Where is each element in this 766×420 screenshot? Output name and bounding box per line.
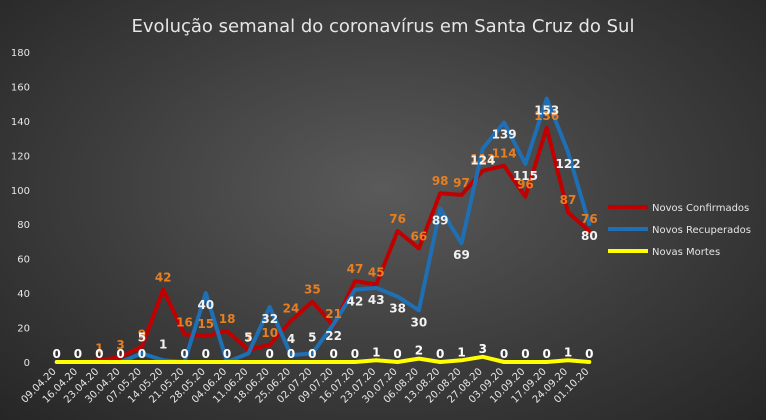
data-label: 43 bbox=[368, 293, 385, 307]
data-label: 30 bbox=[411, 315, 428, 329]
data-label: 21 bbox=[325, 307, 342, 321]
data-label: 0 bbox=[329, 347, 337, 361]
data-label: 35 bbox=[304, 283, 321, 297]
y-tick-label: 120 bbox=[11, 151, 30, 162]
series-line-2 bbox=[54, 354, 592, 364]
data-label: 2 bbox=[415, 344, 423, 358]
data-label: 111 bbox=[470, 152, 495, 166]
legend: Novos Confirmados Novos Recuperados Novas … bbox=[608, 203, 751, 258]
data-label: 0 bbox=[74, 347, 82, 361]
data-label: 66 bbox=[411, 229, 428, 243]
data-label: 3 bbox=[479, 342, 487, 356]
data-label: 0 bbox=[266, 347, 274, 361]
data-label: 80 bbox=[581, 229, 598, 243]
data-label: 0 bbox=[95, 347, 103, 361]
data-label: 32 bbox=[261, 312, 278, 326]
y-tick-label: 80 bbox=[17, 220, 30, 231]
x-axis: 09.04.2016.04.2023.04.2030.04.2007.05.20… bbox=[20, 366, 592, 405]
chart-title: Evolução semanal do coronavírus em Santa… bbox=[132, 16, 635, 37]
data-label: 1 bbox=[159, 337, 167, 351]
data-label: 18 bbox=[219, 312, 236, 326]
data-label: 47 bbox=[347, 262, 364, 276]
data-label: 0 bbox=[543, 347, 551, 361]
data-label: 1 bbox=[457, 345, 465, 359]
data-label: 3 bbox=[116, 338, 124, 352]
y-tick-label: 40 bbox=[17, 289, 30, 300]
data-label: 0 bbox=[521, 347, 529, 361]
data-label: 45 bbox=[368, 266, 385, 280]
data-label: 9 bbox=[138, 328, 146, 342]
data-label: 0 bbox=[585, 347, 593, 361]
data-label: 97 bbox=[453, 176, 470, 190]
data-label: 5 bbox=[244, 330, 252, 344]
y-tick-label: 100 bbox=[11, 186, 30, 197]
data-label: 40 bbox=[197, 298, 214, 312]
legend-label: Novos Confirmados bbox=[652, 203, 749, 214]
data-label: 0 bbox=[500, 347, 508, 361]
data-label: 89 bbox=[432, 214, 449, 228]
y-tick-label: 60 bbox=[17, 255, 30, 266]
data-label: 0 bbox=[180, 347, 188, 361]
data-label: 5 bbox=[138, 330, 146, 344]
data-label: 15 bbox=[197, 317, 214, 331]
data-label: 1 bbox=[564, 345, 572, 359]
y-tick-label: 180 bbox=[11, 48, 30, 59]
data-label: 0 bbox=[351, 347, 359, 361]
data-label: 42 bbox=[347, 295, 364, 309]
data-label: 0 bbox=[287, 347, 295, 361]
data-label: 42 bbox=[155, 271, 172, 285]
data-label: 153 bbox=[534, 104, 559, 118]
legend-label: Novos Recuperados bbox=[652, 225, 751, 236]
data-label: 76 bbox=[389, 212, 406, 226]
series-line-0 bbox=[54, 125, 592, 364]
data-label: 1 bbox=[372, 345, 380, 359]
data-label: 76 bbox=[581, 212, 598, 226]
series-lines bbox=[54, 96, 592, 364]
data-label: 136 bbox=[534, 109, 559, 123]
data-label: 0 bbox=[436, 347, 444, 361]
series-line-1 bbox=[54, 96, 592, 364]
data-label: 0 bbox=[116, 347, 124, 361]
y-tick-label: 20 bbox=[17, 324, 30, 335]
data-label: 0 bbox=[52, 347, 60, 361]
data-label: 124 bbox=[470, 153, 495, 167]
data-label: 5 bbox=[308, 330, 316, 344]
data-label: 139 bbox=[492, 128, 517, 142]
data-label: 38 bbox=[389, 302, 406, 316]
data-label: 122 bbox=[556, 157, 581, 171]
data-label: 0 bbox=[393, 347, 401, 361]
y-tick-label: 140 bbox=[11, 117, 30, 128]
legend-label: Novas Mortes bbox=[652, 247, 720, 258]
data-label: 0 bbox=[308, 347, 316, 361]
data-label: 24 bbox=[283, 302, 300, 316]
data-label: 1 bbox=[95, 341, 103, 355]
data-label: 22 bbox=[325, 329, 342, 343]
data-label: 69 bbox=[453, 248, 470, 262]
data-label: 4 bbox=[287, 332, 295, 346]
data-label: 10 bbox=[261, 326, 278, 340]
data-label: 87 bbox=[560, 193, 577, 207]
y-axis: 0 20 40 60 80 100 120 140 160 180 bbox=[11, 48, 30, 369]
y-tick-label: 160 bbox=[11, 82, 30, 93]
data-label: 7 bbox=[244, 331, 252, 345]
data-label: 16 bbox=[176, 315, 193, 329]
data-label: 115 bbox=[513, 169, 538, 183]
data-label: 114 bbox=[492, 147, 517, 161]
data-label: 96 bbox=[517, 178, 534, 192]
data-label: 0 bbox=[223, 347, 231, 361]
y-tick-label: 0 bbox=[24, 358, 30, 369]
data-label: 0 bbox=[138, 347, 146, 361]
data-label: 98 bbox=[432, 174, 449, 188]
data-label: 0 bbox=[202, 347, 210, 361]
